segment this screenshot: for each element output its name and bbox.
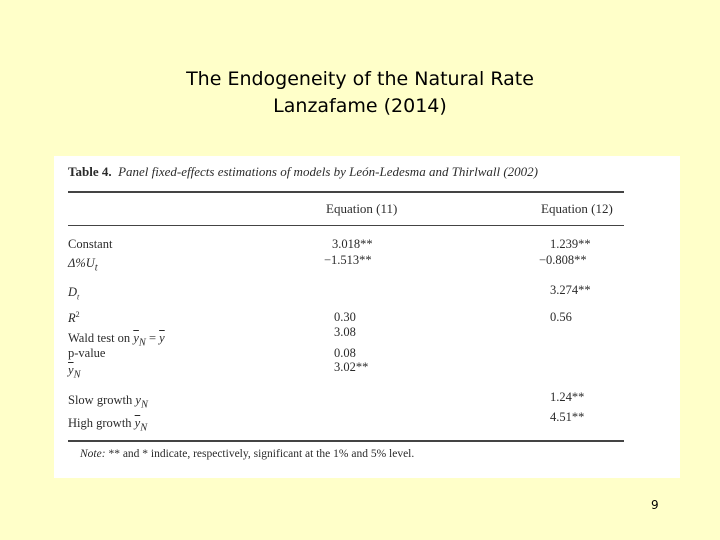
cell-constant-eq12: 1.239**	[550, 237, 591, 251]
natural-rate-var: y	[68, 363, 74, 377]
title-line-2: Lanzafame (2014)	[273, 95, 447, 117]
slow-growth-subscript: N	[140, 399, 148, 411]
dummy-subscript: t	[77, 292, 80, 302]
r-symbol: R	[68, 311, 76, 326]
delta-u-subscript: t	[94, 262, 98, 274]
row-label-delta-u: Δ%Ut	[68, 256, 98, 274]
wald-left-var: y	[133, 331, 139, 345]
row-label-slow-growth: Slow growth yN	[68, 393, 148, 411]
wald-right-var: y	[159, 331, 165, 345]
slow-growth-var: y	[135, 393, 141, 407]
table-note-label: Note:	[80, 448, 106, 460]
row-label-high-growth: High growth yN	[68, 416, 147, 434]
cell-r-squared-eq11: 0.30	[334, 310, 356, 324]
row-label-wald-test: Wald test on yN = y	[68, 331, 165, 349]
natural-rate-subscript: N	[73, 369, 81, 381]
slide-title: The Endogeneity of the Natural Rate Lanz…	[0, 66, 720, 120]
table-note-text: ** and * indicate, respectively, signifi…	[108, 448, 415, 460]
column-header-eq11: Equation (11)	[326, 201, 398, 216]
header-rule	[68, 225, 624, 226]
wald-left-subscript: N	[138, 337, 146, 349]
wald-equals: =	[148, 331, 157, 345]
row-label-constant: Constant	[68, 237, 113, 251]
high-growth-text: High growth	[68, 416, 132, 430]
cell-natural-rate-eq11: 3.02**	[334, 360, 369, 374]
cell-p-value-eq11: 0.08	[334, 346, 356, 360]
high-growth-var: y	[134, 416, 141, 430]
high-growth-subscript: N	[140, 422, 148, 434]
cell-wald-eq11: 3.08	[334, 325, 356, 339]
title-line-1: The Endogeneity of the Natural Rate	[186, 68, 534, 90]
row-label-r-squared: R2	[68, 310, 80, 326]
regression-table: Table 4. Panel fixed-effects estimations…	[54, 156, 680, 478]
row-label-dummy: Dt	[68, 285, 79, 302]
cell-high-growth-eq12: 4.51**	[550, 410, 585, 424]
cell-slow-growth-eq12: 1.24**	[550, 390, 585, 404]
row-label-natural-rate: yN	[68, 363, 81, 381]
cell-delta-u-eq12: −0.808**	[539, 253, 587, 267]
table-caption-label: Table 4.	[68, 164, 112, 179]
table-caption: Table 4. Panel fixed-effects estimations…	[68, 164, 538, 180]
cell-r-squared-eq12: 0.56	[550, 310, 572, 324]
table-caption-text: Panel fixed-effects estimations of model…	[118, 164, 539, 179]
r-superscript: 2	[75, 310, 80, 319]
page-number: 9	[651, 498, 659, 512]
row-label-p-value: p-value	[68, 346, 106, 360]
wald-test-text: Wald test on	[68, 331, 131, 345]
cell-constant-eq11: 3.018**	[332, 237, 373, 251]
cell-delta-u-eq11: −1.513**	[324, 253, 372, 267]
column-header-eq12: Equation (12)	[541, 201, 613, 216]
slow-growth-text: Slow growth	[68, 393, 133, 407]
cell-dummy-eq12: 3.274**	[550, 283, 591, 297]
top-rule	[68, 191, 624, 193]
delta-u-symbol: Δ%U	[68, 256, 95, 270]
dummy-symbol: D	[68, 285, 78, 299]
table-note: Note: ** and * indicate, respectively, s…	[80, 448, 414, 460]
bottom-rule	[68, 440, 624, 442]
